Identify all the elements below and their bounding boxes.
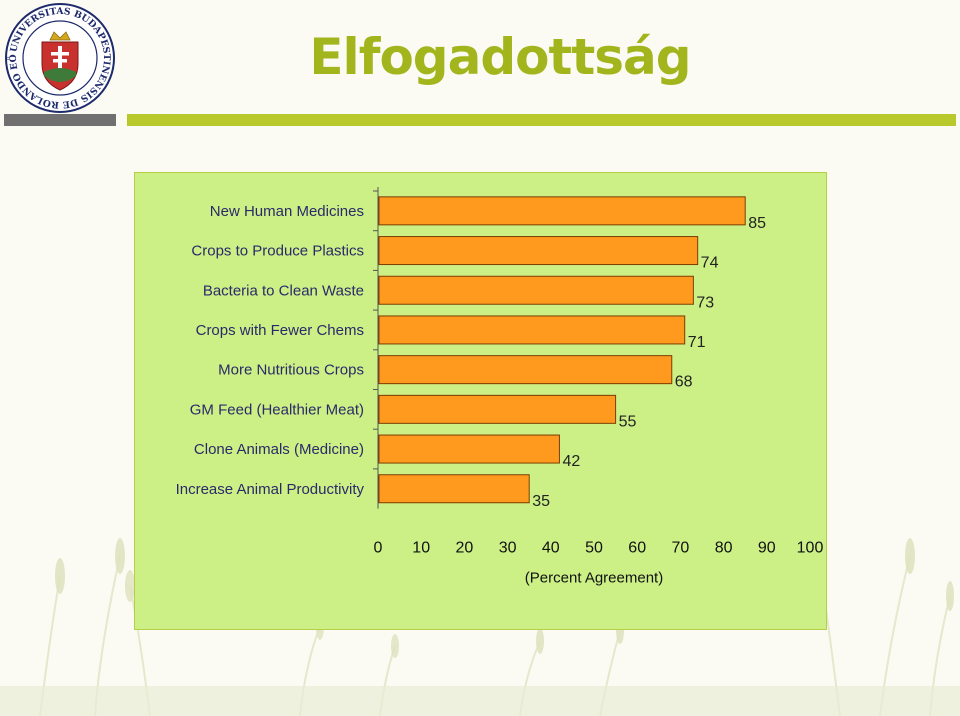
category-label: Crops to Produce Plastics <box>191 243 364 260</box>
data-label: 68 <box>675 374 693 391</box>
bar <box>378 196 746 226</box>
x-tick-label: 100 <box>797 540 824 557</box>
x-tick-label: 40 <box>542 540 560 557</box>
bar <box>378 236 699 266</box>
header-rule-green <box>127 114 956 126</box>
bar <box>378 474 530 504</box>
data-label: 42 <box>562 453 580 470</box>
data-label: 73 <box>696 294 714 311</box>
category-label: More Nutritious Crops <box>218 362 364 379</box>
x-tick-label: 30 <box>499 540 517 557</box>
header-rule-grey <box>4 114 116 126</box>
category-label: Clone Animals (Medicine) <box>194 441 364 458</box>
x-tick-label: 80 <box>715 540 733 557</box>
x-tick-label: 50 <box>585 540 603 557</box>
x-axis-title: (Percent Agreement) <box>525 570 663 587</box>
x-tick-label: 90 <box>758 540 776 557</box>
bar <box>378 355 673 385</box>
bar <box>378 315 686 345</box>
data-label: 74 <box>701 255 719 272</box>
category-label: New Human Medicines <box>210 203 364 220</box>
category-label: GM Feed (Healthier Meat) <box>190 401 364 418</box>
x-tick-label: 10 <box>412 540 430 557</box>
category-label: Crops with Fewer Chems <box>196 322 364 339</box>
chart-panel: New Human Medicines 85 Crops to Produce Pl… <box>134 172 827 630</box>
bar <box>378 394 617 424</box>
bar <box>378 434 560 464</box>
x-tick-label: 60 <box>628 540 646 557</box>
x-tick-label: 0 <box>374 540 383 557</box>
x-tick-label: 20 <box>456 540 474 557</box>
category-label: Bacteria to Clean Waste <box>203 282 364 299</box>
university-seal-icon: UNIVERSITAS BUDAPESTINENSIS DE ROLANDO E… <box>4 2 115 113</box>
category-label: Increase Animal Productivity <box>176 481 365 498</box>
wheat-background-decoration <box>0 538 960 716</box>
data-label: 55 <box>619 413 637 430</box>
x-tick-label: 70 <box>672 540 690 557</box>
slide-title: Elfogadottság <box>309 28 691 86</box>
data-label: 85 <box>748 215 766 232</box>
bar <box>378 275 694 305</box>
bar-chart: New Human Medicines 85 Crops to Produce Pl… <box>176 187 824 587</box>
data-label: 35 <box>532 493 550 510</box>
data-label: 71 <box>688 334 706 351</box>
